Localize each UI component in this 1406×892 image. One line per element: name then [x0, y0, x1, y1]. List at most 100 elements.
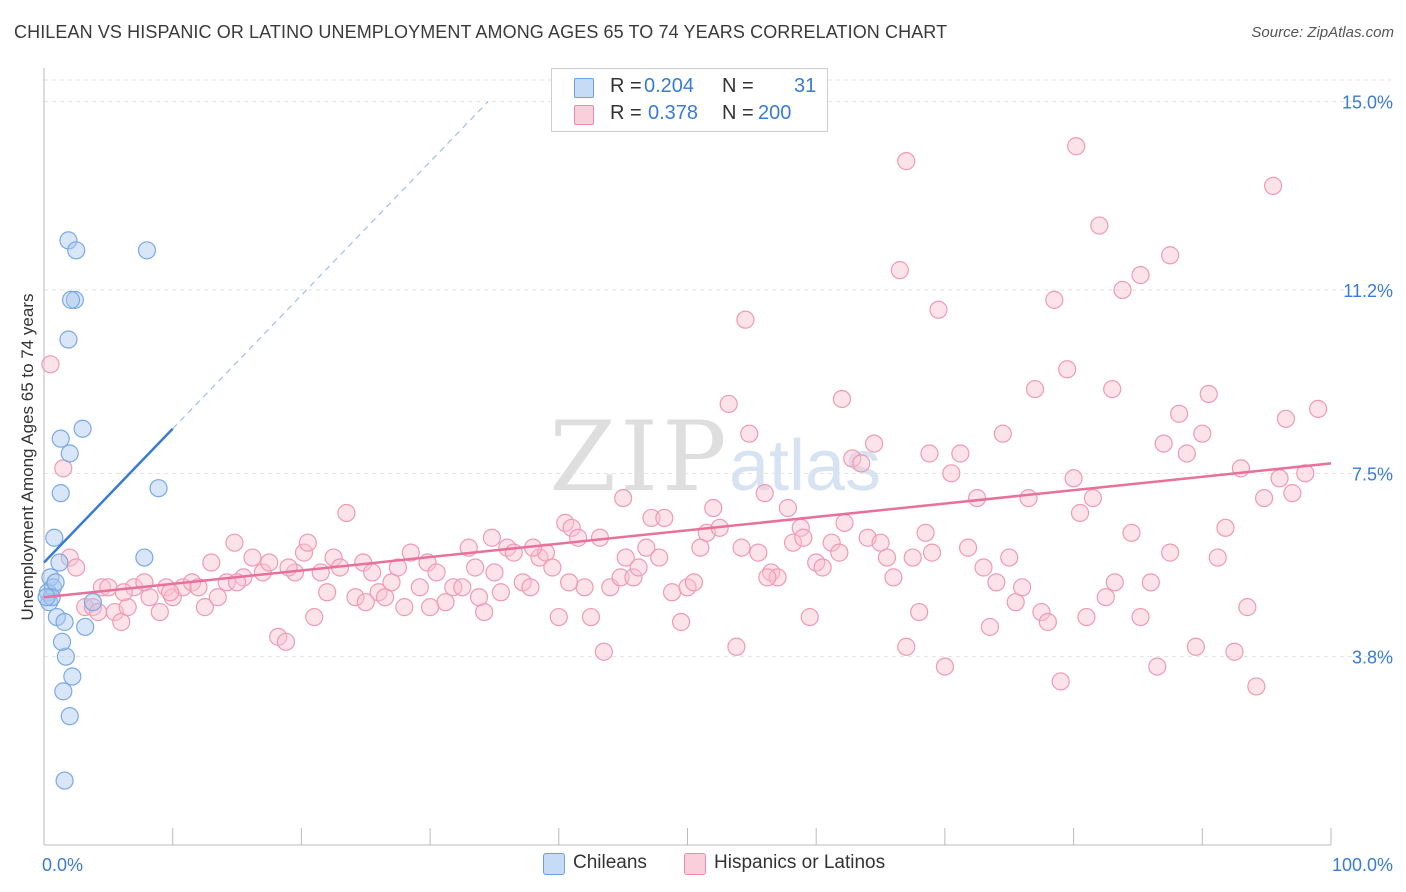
hispanics-point: [559, 573, 579, 592]
chileans-point: [83, 593, 103, 612]
hispanics-point: [794, 528, 813, 547]
hispanics-point: [482, 528, 501, 547]
source-link[interactable]: ZipAtlas.com: [1307, 24, 1394, 41]
hispanics-point: [1096, 588, 1115, 607]
chileans-point: [73, 419, 92, 438]
y-tick-label: 15.0%: [1342, 93, 1393, 113]
hispanics-trend-line: [43, 462, 1332, 599]
hispanics-point: [1193, 424, 1212, 443]
hispanics-point: [704, 498, 723, 518]
hispanics-point: [594, 642, 613, 661]
chileans-point: [149, 479, 168, 498]
hispanics-point: [993, 424, 1012, 443]
hispanics-point: [401, 543, 420, 562]
hispanics-point: [942, 464, 961, 483]
hispanics-point: [485, 563, 504, 582]
hispanics-point: [395, 598, 414, 617]
hispanics-point: [910, 602, 929, 622]
x-tick-label: 100.0%: [1332, 855, 1393, 875]
chileans-point: [137, 241, 157, 260]
chileans-point: [59, 330, 78, 349]
hispanics-point: [749, 543, 768, 562]
correlation-legend: R = 0.204 N = 31 R = 0.378 N = 200: [551, 68, 828, 132]
hispanics-point: [83, 598, 103, 617]
hispanics-point: [363, 563, 382, 582]
legend-swatch-chileans: [574, 78, 594, 98]
hispanics-point: [305, 607, 324, 627]
chileans-points: [37, 231, 168, 790]
hispanics-point: [830, 543, 849, 562]
hispanics-point: [1131, 607, 1150, 627]
hispanics-point: [67, 558, 86, 577]
hispanics-point: [1225, 642, 1244, 661]
hispanics-point: [294, 543, 314, 562]
watermark: ZIP atlas: [549, 401, 881, 513]
chileans-point: [65, 290, 84, 309]
hispanics-point: [958, 538, 978, 557]
y-tick-label: 11.2%: [1343, 281, 1393, 301]
chileans-point: [60, 444, 79, 463]
hispanics-point: [642, 508, 661, 528]
hispanics-point: [202, 553, 221, 572]
hispanics-point: [897, 637, 916, 656]
hispanics-point: [755, 484, 774, 503]
hispanics-point: [1077, 607, 1096, 627]
hispanics-point: [549, 607, 568, 627]
hispanics-point: [732, 538, 751, 557]
hispanics-point: [382, 573, 401, 592]
hispanics-point: [1177, 444, 1196, 463]
hispanics-point: [1199, 384, 1218, 404]
x-tick-label: 0.0%: [42, 855, 83, 875]
hispanics-point: [1296, 464, 1315, 483]
hispanics-point: [99, 578, 118, 597]
hispanics-point: [835, 513, 854, 532]
hispanics-point: [980, 617, 1000, 637]
legend-r-value: 0.378: [648, 102, 699, 124]
axes: [43, 68, 1332, 846]
hispanics-point: [1051, 672, 1070, 691]
legend-label-chileans: Chileans: [573, 852, 647, 873]
hispanics-point: [614, 489, 633, 508]
hispanics-point: [929, 300, 948, 319]
hispanics-point: [421, 598, 440, 617]
hispanics-point: [922, 543, 942, 562]
legend-n-value: 200: [758, 102, 792, 124]
chileans-point: [54, 682, 73, 701]
hispanics-point: [1131, 265, 1150, 285]
hispanics-point: [616, 548, 635, 567]
chileans-point: [63, 667, 82, 686]
hispanics-point: [1263, 176, 1283, 195]
hispanics-point: [114, 583, 133, 602]
legend-r-label: R =: [610, 102, 642, 124]
hispanics-point: [581, 607, 601, 627]
hispanics-point: [298, 533, 317, 552]
hispanics-point: [1058, 360, 1077, 379]
hispanics-point: [1309, 399, 1328, 418]
hispanics-point: [491, 583, 510, 602]
hispanics-point: [521, 578, 540, 597]
hispanics-point: [935, 657, 955, 676]
hispanics-point: [877, 548, 897, 567]
trend-lines: [43, 101, 1332, 599]
hispanics-point: [427, 563, 446, 582]
legend-swatch-chileans: [543, 853, 565, 875]
hispanics-point: [161, 583, 180, 602]
hispanics-point: [1238, 598, 1257, 617]
hispanics-point: [562, 518, 581, 537]
hispanics-point: [346, 588, 365, 607]
hispanics-point: [951, 444, 970, 463]
hispanics-point: [903, 548, 922, 567]
hispanics-point: [260, 553, 279, 572]
hispanics-point: [1090, 216, 1109, 235]
hispanics-point: [60, 548, 79, 567]
legend-swatch-hispanics: [684, 853, 706, 875]
chileans-point: [56, 647, 75, 666]
hispanics-point: [469, 588, 489, 607]
chileans-point: [45, 528, 64, 547]
legend-label-hispanics: Hispanics or Latinos: [714, 852, 886, 873]
hispanics-point: [611, 568, 630, 587]
hispanics-point: [768, 568, 787, 587]
hispanics-point: [1083, 489, 1103, 508]
hispanics-point: [189, 578, 208, 597]
hispanics-point: [1154, 434, 1173, 453]
